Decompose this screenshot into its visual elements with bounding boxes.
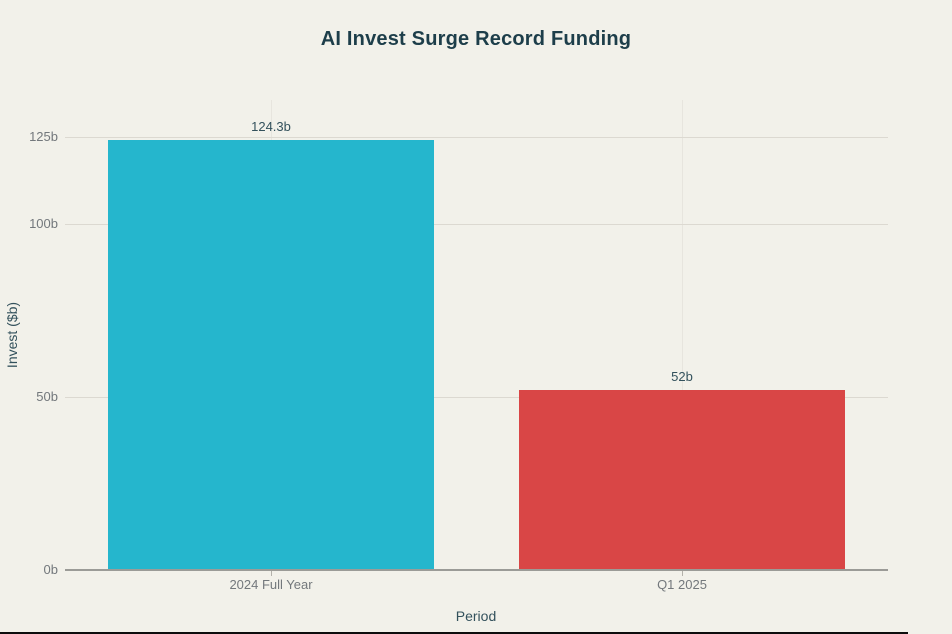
x-tick-mark <box>682 571 683 576</box>
x-tick-label: Q1 2025 <box>657 577 707 592</box>
y-tick-label: 0b <box>43 562 58 577</box>
x-tick-label: 2024 Full Year <box>229 577 313 592</box>
horizontal-gridline <box>65 397 888 398</box>
bar-q1-2025 <box>519 390 845 570</box>
screenshot-bottom-edge <box>0 632 908 634</box>
x-axis-title: Period <box>455 608 497 624</box>
bar-value-label: 124.3b <box>251 119 291 134</box>
y-tick-label: 50b <box>36 389 58 404</box>
y-tick-label: 125b <box>29 129 58 144</box>
horizontal-gridline <box>65 224 888 225</box>
horizontal-gridline <box>65 137 888 138</box>
bar-2024-full-year <box>108 140 434 570</box>
bar-value-label: 52b <box>671 369 693 384</box>
y-axis-title: Invest ($b) <box>4 301 20 369</box>
chart-title: AI Invest Surge Record Funding <box>320 28 632 50</box>
vertical-gridline <box>682 100 683 570</box>
x-axis-line <box>65 569 888 571</box>
y-tick-label: 100b <box>29 216 58 231</box>
x-tick-mark <box>271 571 272 576</box>
